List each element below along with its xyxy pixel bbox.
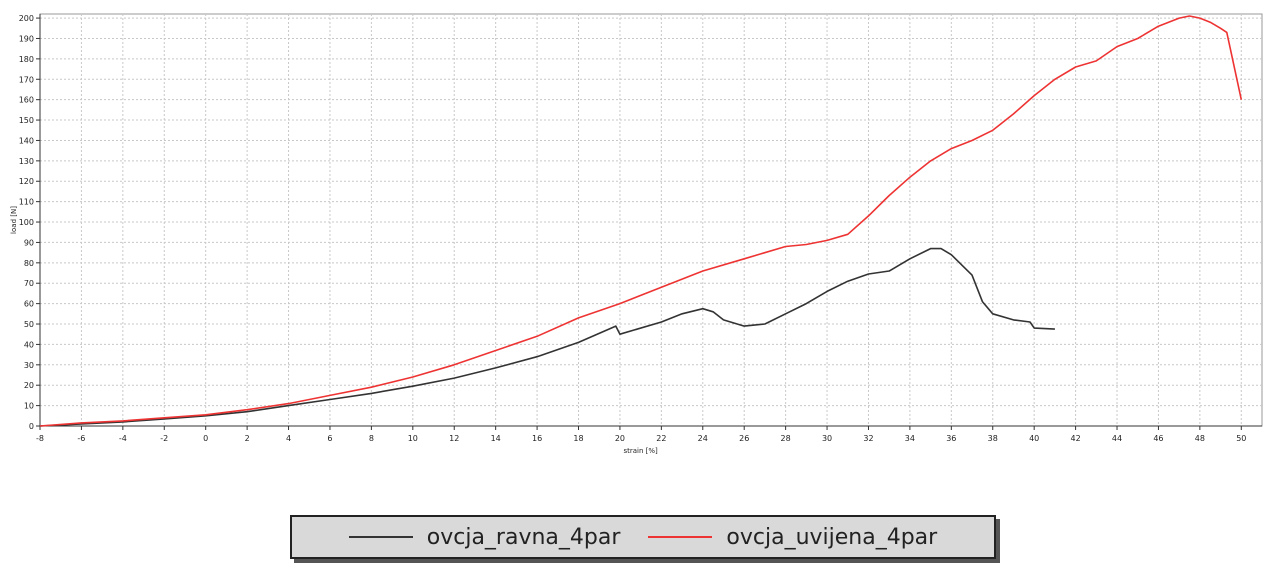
x-tick-label: 14 — [491, 434, 501, 443]
y-tick-label: 50 — [24, 320, 34, 329]
y-tick-label: 200 — [19, 14, 34, 23]
legend-entry-ravna: ovcja_ravna_4par — [348, 524, 621, 550]
y-tick-label: 170 — [19, 75, 34, 84]
y-tick-label: 30 — [24, 361, 34, 370]
series-line-uvijena — [39, 15, 1243, 427]
y-tick-label: 140 — [19, 136, 34, 145]
x-tick-label: 24 — [698, 434, 708, 443]
x-tick-label: 34 — [905, 434, 915, 443]
y-tick-label: 190 — [19, 34, 34, 43]
x-tick-label: 8 — [369, 434, 374, 443]
y-tick-label: 160 — [19, 96, 34, 105]
y-tick-label: 150 — [19, 116, 34, 125]
x-tick-label: 0 — [203, 434, 208, 443]
x-tick-label: -2 — [160, 434, 168, 443]
plot-area — [39, 13, 1263, 427]
line-chart: -8 -6 -4 -2 0 2 4 6 8 10 12 14 16 18 20 22 24 26 28 30 32 34 3… — [10, 13, 1263, 455]
legend-label-ravna: ovcja_ravna_4par — [426, 524, 621, 550]
x-tick-label: 10 — [408, 434, 418, 443]
x-tick-label: 22 — [656, 434, 666, 443]
y-tick-label: 40 — [24, 340, 34, 349]
y-tick-label: 0 — [29, 422, 34, 431]
x-tick-label: 32 — [863, 434, 873, 443]
y-axis-title: load [N] — [10, 206, 18, 234]
series-layer — [39, 15, 1243, 427]
x-tick-label: 48 — [1195, 434, 1205, 443]
x-tick-label: 50 — [1236, 434, 1246, 443]
series-line-ravna — [39, 247, 1055, 427]
x-tick-label: -4 — [119, 434, 127, 443]
axes: -8 -6 -4 -2 0 2 4 6 8 10 12 14 16 18 20 22 24 26 28 30 32 34 3… — [19, 14, 1262, 443]
y-tick-label: 10 — [24, 402, 34, 411]
x-tick-label: -6 — [77, 434, 85, 443]
x-tick-label: 36 — [946, 434, 956, 443]
x-axis-title: strain [%] — [624, 447, 659, 455]
x-tick-label: 40 — [1029, 434, 1039, 443]
y-tick-label: 60 — [24, 300, 34, 309]
x-tick-label: 4 — [286, 434, 291, 443]
x-tick-label: -8 — [36, 434, 44, 443]
legend-swatch-uvijena — [648, 536, 713, 538]
x-tick-label: 12 — [449, 434, 459, 443]
x-tick-label: 44 — [1112, 434, 1122, 443]
y-tick-label: 110 — [19, 198, 34, 207]
x-tick-label: 2 — [245, 434, 250, 443]
y-tick-label: 180 — [19, 55, 34, 64]
x-tick-label: 28 — [781, 434, 791, 443]
x-tick-label: 6 — [327, 434, 332, 443]
x-tick-label: 26 — [739, 434, 749, 443]
y-tick-label: 70 — [24, 279, 34, 288]
y-tick-label: 100 — [19, 218, 34, 227]
y-tick-label: 20 — [24, 381, 34, 390]
x-tick-label: 16 — [532, 434, 542, 443]
legend-label-uvijena: ovcja_uvijena_4par — [726, 524, 938, 550]
y-tick-label: 80 — [24, 259, 34, 268]
y-tick-label: 90 — [24, 238, 34, 247]
x-tick-label: 20 — [615, 434, 625, 443]
x-tick-label: 42 — [1070, 434, 1080, 443]
legend: ovcja_ravna_4par ovcja_uvijena_4par — [290, 515, 996, 559]
x-tick-label: 18 — [573, 434, 583, 443]
grid-lines — [39, 14, 1262, 427]
x-tick-label: 38 — [988, 434, 998, 443]
x-tick-label: 46 — [1153, 434, 1163, 443]
y-tick-label: 130 — [19, 157, 34, 166]
legend-entry-uvijena: ovcja_uvijena_4par — [648, 525, 937, 550]
y-tick-label: 120 — [19, 177, 34, 186]
x-tick-label: 30 — [822, 434, 832, 443]
legend-swatch-ravna — [348, 536, 413, 538]
